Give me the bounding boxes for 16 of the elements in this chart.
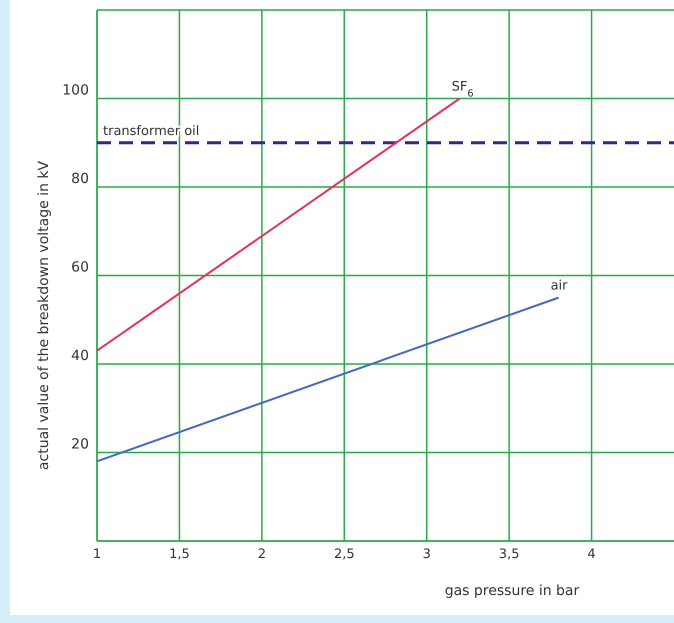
y-tick-label: 20 <box>71 436 89 452</box>
x-tick-label: 2,5 <box>334 547 355 562</box>
series-label: SF$_{6}$ <box>452 80 474 99</box>
x-axis-title: gas pressure in bar <box>444 583 580 599</box>
x-tick-label: 1 <box>92 547 102 562</box>
y-tick-label: 60 <box>71 260 89 276</box>
y-tick-label: 40 <box>71 348 89 364</box>
y-tick-label: 100 <box>62 82 89 98</box>
y-tick-label: 80 <box>71 171 89 187</box>
x-tick-label: 4 <box>587 547 596 562</box>
series-label: air <box>550 278 568 294</box>
y-axis-title: actual value of the breakdown voltage in kV <box>36 160 52 470</box>
x-tick-label: 1,5 <box>169 547 190 562</box>
x-tick-label: 3 <box>422 547 431 562</box>
x-tick-label: 2 <box>258 547 266 562</box>
x-tick-label: 3,5 <box>498 547 520 562</box>
